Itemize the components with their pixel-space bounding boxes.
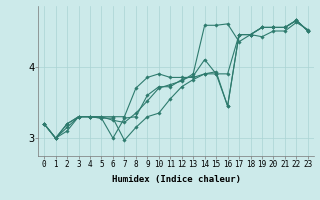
X-axis label: Humidex (Indice chaleur): Humidex (Indice chaleur) [111,175,241,184]
